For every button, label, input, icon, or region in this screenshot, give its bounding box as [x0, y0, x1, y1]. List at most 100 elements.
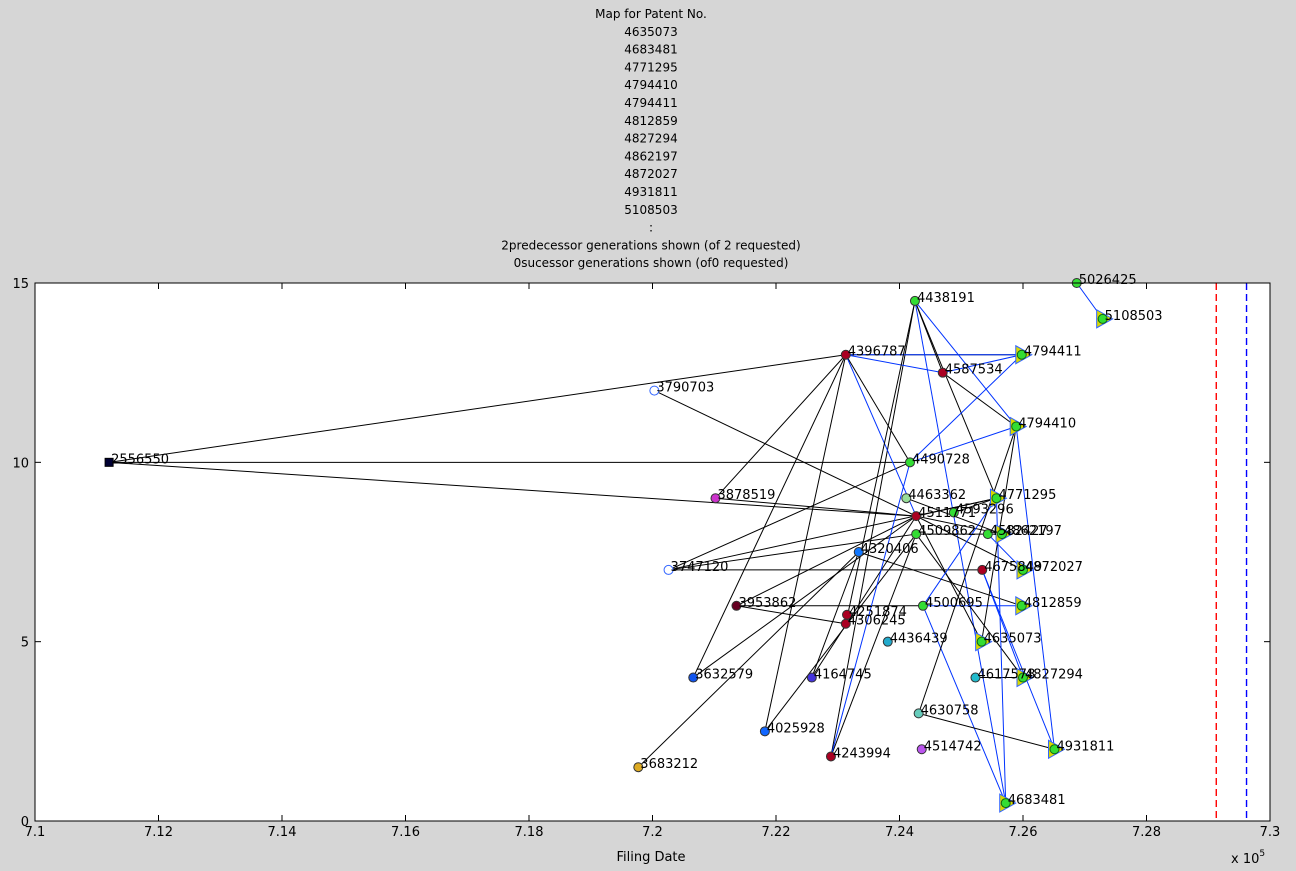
patent-label: 4794410 — [1018, 416, 1076, 431]
patent-labels: 2556550 3790703 3878519 3747120 3953862 36325… — [111, 273, 1162, 808]
patent-node[interactable] — [688, 672, 699, 683]
patent-label: 4635073 — [984, 632, 1042, 647]
patent-label: 4243994 — [833, 746, 891, 761]
patent-label: 3683212 — [640, 757, 698, 772]
citation-edge — [764, 533, 917, 732]
y-tick-label: 10 — [12, 456, 29, 471]
patent-label: 4500695 — [925, 596, 983, 611]
patent-node[interactable] — [1016, 349, 1027, 360]
citation-edge — [914, 300, 1017, 427]
x-tick-label: 7.14 — [268, 825, 297, 840]
patent-label: 4511771 — [918, 506, 976, 521]
patent-node[interactable] — [1049, 744, 1060, 755]
patent-node[interactable] — [909, 295, 920, 306]
patent-node[interactable] — [937, 367, 948, 378]
patent-node[interactable] — [976, 636, 987, 647]
patent-node[interactable] — [970, 672, 981, 683]
title-line: 4794410 — [624, 78, 677, 92]
deadline-lines — [1215, 283, 1248, 821]
patent-label: 4490728 — [912, 452, 970, 467]
patent-label: 5108503 — [1105, 309, 1163, 324]
patent-label: 3878519 — [717, 488, 775, 503]
patent-node[interactable] — [1000, 798, 1011, 809]
patent-node[interactable] — [911, 511, 922, 522]
x-tick-label: 7.12 — [144, 825, 173, 840]
patent-node[interactable] — [759, 726, 770, 737]
title-line: 0sucessor generations shown (of0 request… — [514, 256, 789, 270]
patent-label: 4675849 — [984, 560, 1042, 575]
patent-node[interactable] — [1016, 600, 1027, 611]
x-tick-label: 7.22 — [762, 825, 791, 840]
patent-node[interactable] — [991, 493, 1002, 504]
title-line: 4827294 — [624, 132, 677, 146]
citation-edge — [914, 300, 997, 499]
patent-label: 4306245 — [848, 614, 906, 629]
patent-label: 4872027 — [1025, 560, 1083, 575]
patent-label: 4396787 — [848, 345, 906, 360]
citation-edge — [981, 569, 1055, 750]
citation-edge — [654, 390, 917, 517]
title-line: 4771295 — [624, 60, 677, 74]
patent-node[interactable] — [911, 529, 922, 540]
citation-edge — [830, 300, 916, 757]
patent-node[interactable] — [663, 564, 674, 575]
citation-edge — [916, 497, 997, 517]
patent-node[interactable] — [710, 493, 721, 504]
citation-edge — [909, 425, 1017, 463]
patent-node[interactable] — [840, 618, 851, 629]
patent-node[interactable] — [633, 762, 644, 773]
patent-node[interactable] — [901, 493, 912, 504]
x-tick-label: 7.16 — [391, 825, 420, 840]
patent-node[interactable] — [1011, 421, 1022, 432]
citation-edge — [909, 354, 1023, 463]
x-axis-ticks: 7.1 7.12 7.14 7.16 7.18 7.2 7.22 7.24 7.26 7.28 7.… — [25, 283, 1280, 840]
patent-label: 4617578 — [977, 668, 1035, 683]
y-tick-label: 5 — [21, 636, 29, 651]
patent-node[interactable] — [977, 564, 988, 575]
patent-node[interactable] — [1018, 672, 1028, 683]
chart-title: Map for Patent No. 4635073 4683481 4771295 4… — [501, 7, 800, 270]
patent-label: 4582427 — [990, 524, 1048, 539]
patent-label: 3790703 — [656, 381, 714, 396]
patent-node[interactable] — [948, 507, 959, 518]
x-tick-label: 7.26 — [1009, 825, 1038, 840]
patent-node[interactable] — [731, 600, 742, 611]
patent-node[interactable] — [882, 636, 893, 647]
patent-node[interactable] — [853, 547, 864, 557]
x-tick-label: 7.1 — [25, 825, 46, 840]
patent-label: 4794411 — [1024, 345, 1082, 360]
patent-label: 4251874 — [849, 605, 907, 620]
patent-node[interactable] — [904, 457, 915, 468]
x-tick-label: 7.28 — [1132, 825, 1161, 840]
title-line: 4862197 — [624, 149, 677, 163]
patent-node[interactable] — [104, 457, 114, 467]
title-line: 4931811 — [624, 185, 677, 199]
patent-node[interactable] — [840, 349, 851, 360]
x-axis-label: Filing Date — [616, 850, 685, 865]
x-tick-label: 7.24 — [885, 825, 914, 840]
citation-edge — [736, 515, 917, 607]
citation-edge — [692, 515, 917, 678]
patent-node[interactable] — [997, 529, 1008, 540]
patent-node[interactable] — [982, 529, 993, 540]
patent-label: 5026425 — [1079, 273, 1137, 288]
patent-node[interactable] — [1018, 564, 1028, 575]
patent-label: 4463362 — [908, 488, 966, 503]
patent-node[interactable] — [1097, 313, 1108, 324]
patent-node[interactable] — [649, 385, 660, 396]
patent-label: 3747120 — [671, 560, 729, 575]
patent-label: 3953862 — [738, 596, 796, 611]
patent-node[interactable] — [916, 744, 927, 755]
y-tick-label: 15 — [12, 277, 29, 292]
patent-node[interactable] — [913, 708, 924, 719]
y-axis-ticks: 0 5 10 15 — [12, 277, 1270, 830]
x-axis-multiplier: x 105 — [1231, 849, 1265, 867]
citation-edges — [109, 282, 1104, 804]
patent-node[interactable] — [825, 751, 836, 762]
patent-label: 4827294 — [1025, 668, 1083, 683]
patent-label: 4438191 — [917, 291, 975, 306]
title-line: 2predecessor generations shown (of 2 req… — [501, 238, 800, 252]
patent-node[interactable] — [806, 672, 817, 683]
patent-node[interactable] — [917, 600, 928, 611]
citation-edge — [715, 497, 917, 517]
